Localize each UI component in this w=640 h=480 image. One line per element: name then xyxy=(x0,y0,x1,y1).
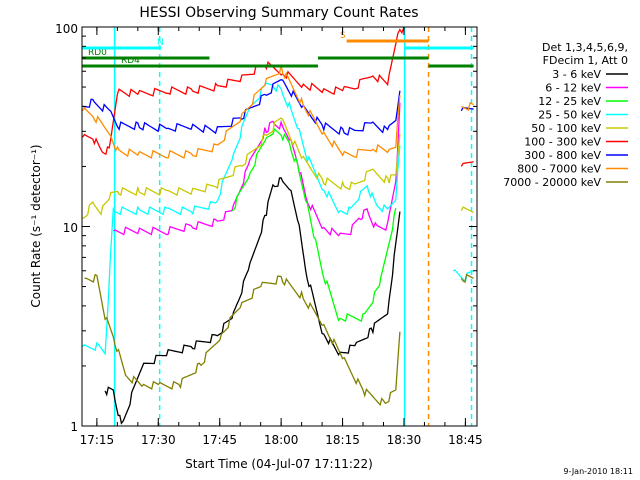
series-line xyxy=(82,79,401,136)
series-4 xyxy=(82,117,474,219)
series-line xyxy=(82,82,401,356)
legend-entry-label: 25 - 50 keV xyxy=(538,109,601,122)
x-tick-label: 18:00 xyxy=(264,433,299,447)
series-8 xyxy=(84,273,474,407)
series-line xyxy=(104,177,401,425)
legend-entry-label: 800 - 7000 keV xyxy=(517,163,601,176)
y-tick-label: 1 xyxy=(70,420,78,434)
series-3 xyxy=(82,82,474,356)
series-line xyxy=(81,26,405,156)
footer-date: 9-Jan-2010 18:11 xyxy=(563,467,633,476)
legend-header-line-2: FDecim 1, Att 0 xyxy=(543,54,628,67)
plot-area: RD0 RD4 N S xyxy=(81,26,474,426)
series-7 xyxy=(81,64,474,159)
x-tick-label: 18:30 xyxy=(387,433,422,447)
series-line xyxy=(112,102,401,237)
series-5 xyxy=(81,26,474,167)
flag-bar-label: RD0 xyxy=(88,48,107,58)
y-tick-labels: 1 10 100 xyxy=(55,22,78,434)
series-line xyxy=(460,161,474,167)
y-tick-label: 10 xyxy=(63,221,78,235)
legend-entry-label: 300 - 800 keV xyxy=(524,149,601,162)
flag-bar-label: S xyxy=(340,31,346,41)
legend-entry-label: 7000 - 20000 keV xyxy=(503,176,601,189)
series-6 xyxy=(82,79,474,136)
plot-frame xyxy=(81,26,478,427)
series-0 xyxy=(104,177,401,425)
series-line xyxy=(81,64,401,159)
legend: Det 1,3,4,5,6,9, FDecim 1, Att 0 3 - 6 k… xyxy=(503,41,628,189)
series-line xyxy=(460,206,474,214)
y-tick-label: 100 xyxy=(55,22,78,36)
legend-entry-label: 12 - 25 keV xyxy=(538,95,601,108)
x-tick-label: 17:45 xyxy=(202,433,237,447)
chart-title: HESSI Observing Summary Count Rates xyxy=(139,5,418,21)
legend-header-line-1: Det 1,3,4,5,6,9, xyxy=(542,41,628,54)
series-line xyxy=(461,101,474,111)
series-line xyxy=(82,117,401,219)
y-axis-label: Count Rate (s⁻¹ detector⁻¹) xyxy=(29,144,43,307)
legend-entry-label: 50 - 100 keV xyxy=(531,122,601,135)
flag-bar-label: N xyxy=(157,38,164,48)
x-tick-label: 18:15 xyxy=(325,433,360,447)
legend-entry-label: 100 - 300 keV xyxy=(524,136,601,149)
x-tick-label: 17:15 xyxy=(80,433,115,447)
x-tick-label: 18:45 xyxy=(448,433,483,447)
series-line xyxy=(231,128,397,323)
series-line xyxy=(84,273,401,407)
legend-entry-label: 3 - 6 keV xyxy=(552,68,601,81)
x-axis-label: Start Time (04-Jul-07 17:11:22) xyxy=(185,457,373,471)
flag-bar-label: RD4 xyxy=(121,56,140,66)
series-2 xyxy=(231,128,397,323)
legend-entry-label: 6 - 12 keV xyxy=(545,82,601,95)
series-1 xyxy=(112,102,401,237)
x-tick-labels: 17:15 17:30 17:45 18:00 18:15 18:30 18:45 xyxy=(80,433,483,447)
x-tick-label: 17:30 xyxy=(141,433,176,447)
series-line xyxy=(452,269,474,284)
series-line xyxy=(460,273,474,283)
